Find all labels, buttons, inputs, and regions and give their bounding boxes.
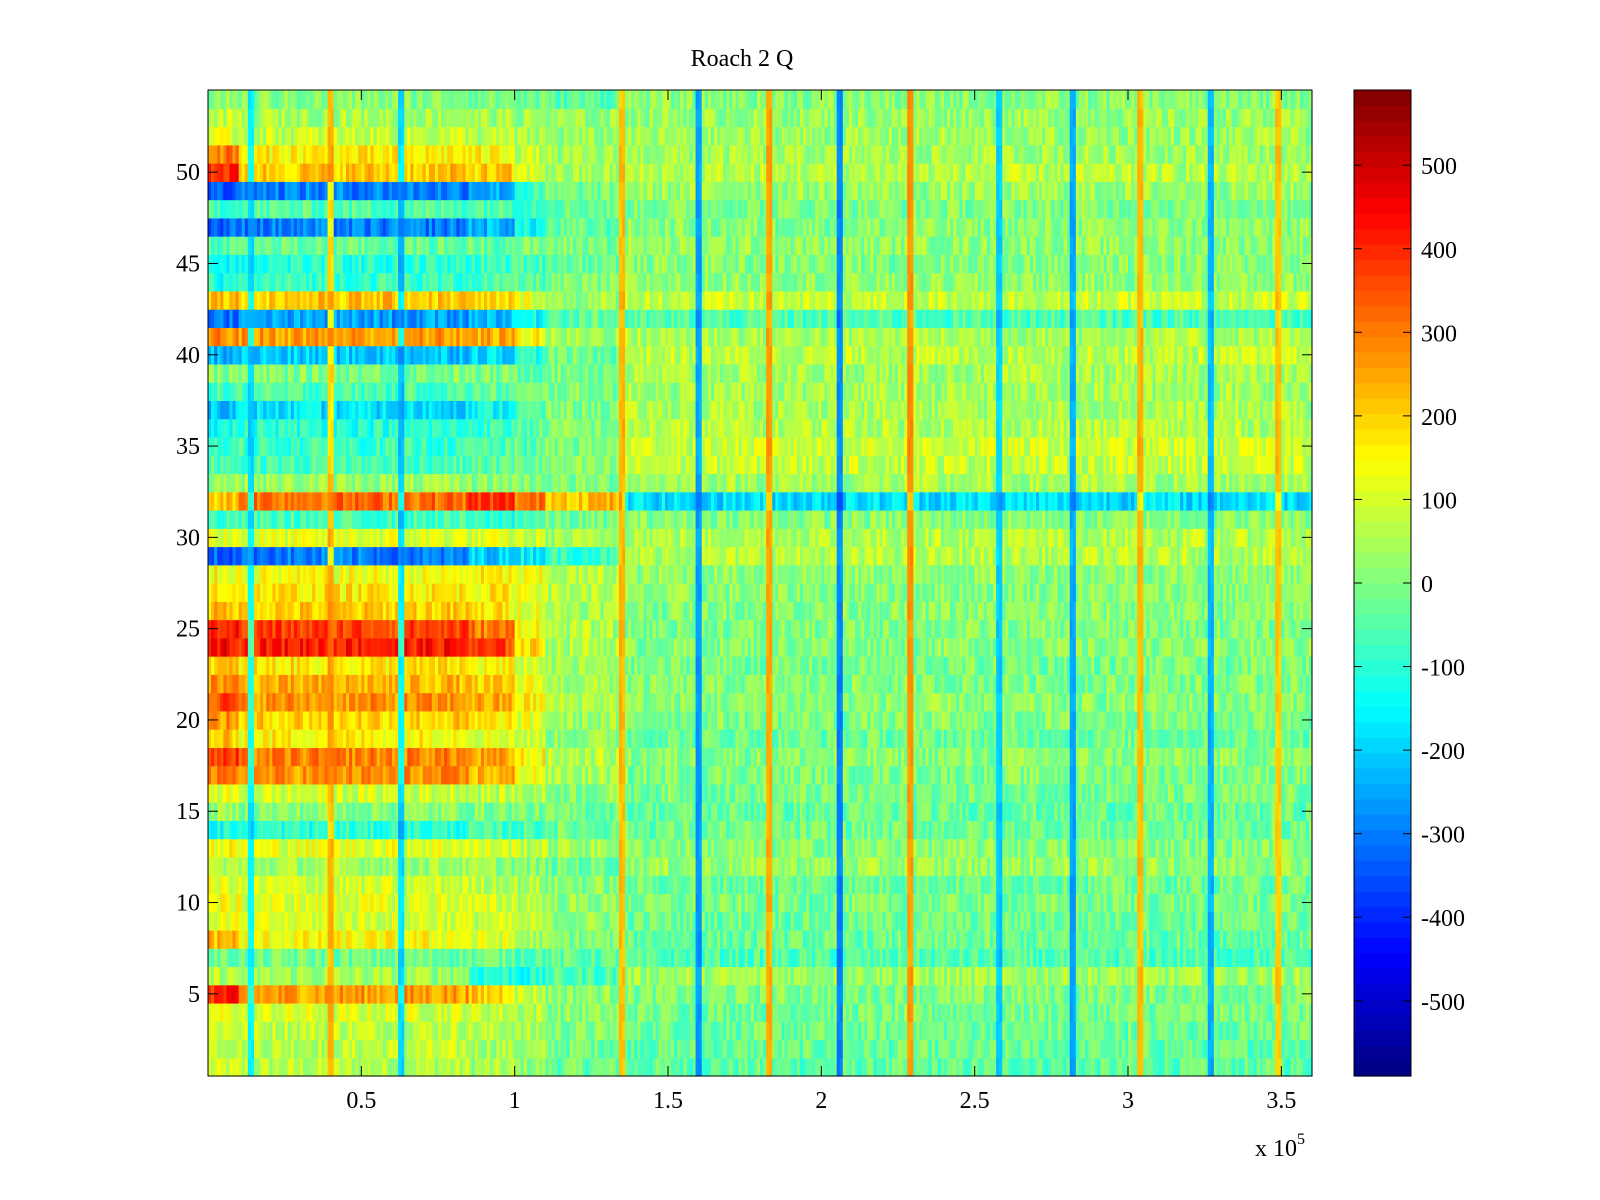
heatmap-row: [208, 857, 1313, 876]
heatmap-row: [208, 966, 1313, 985]
heatmap-row: [208, 1058, 1313, 1077]
heatmap-row: [208, 839, 1313, 858]
heatmap-row: [208, 893, 1313, 912]
heatmap-row: [208, 820, 1313, 839]
heatmap-row: [208, 930, 1313, 949]
heatmap-row: [208, 912, 1313, 931]
chart-title: Roach 2 Q: [691, 46, 794, 72]
heatmap-row: [208, 1003, 1313, 1022]
heatmap-row: [208, 985, 1313, 1004]
heatmap-row: [208, 875, 1313, 894]
heatmap-cells: [208, 90, 1313, 1077]
heatmap-row: [208, 1021, 1313, 1040]
heatmap-row: [208, 1039, 1313, 1058]
heatmap-row: [208, 948, 1313, 967]
